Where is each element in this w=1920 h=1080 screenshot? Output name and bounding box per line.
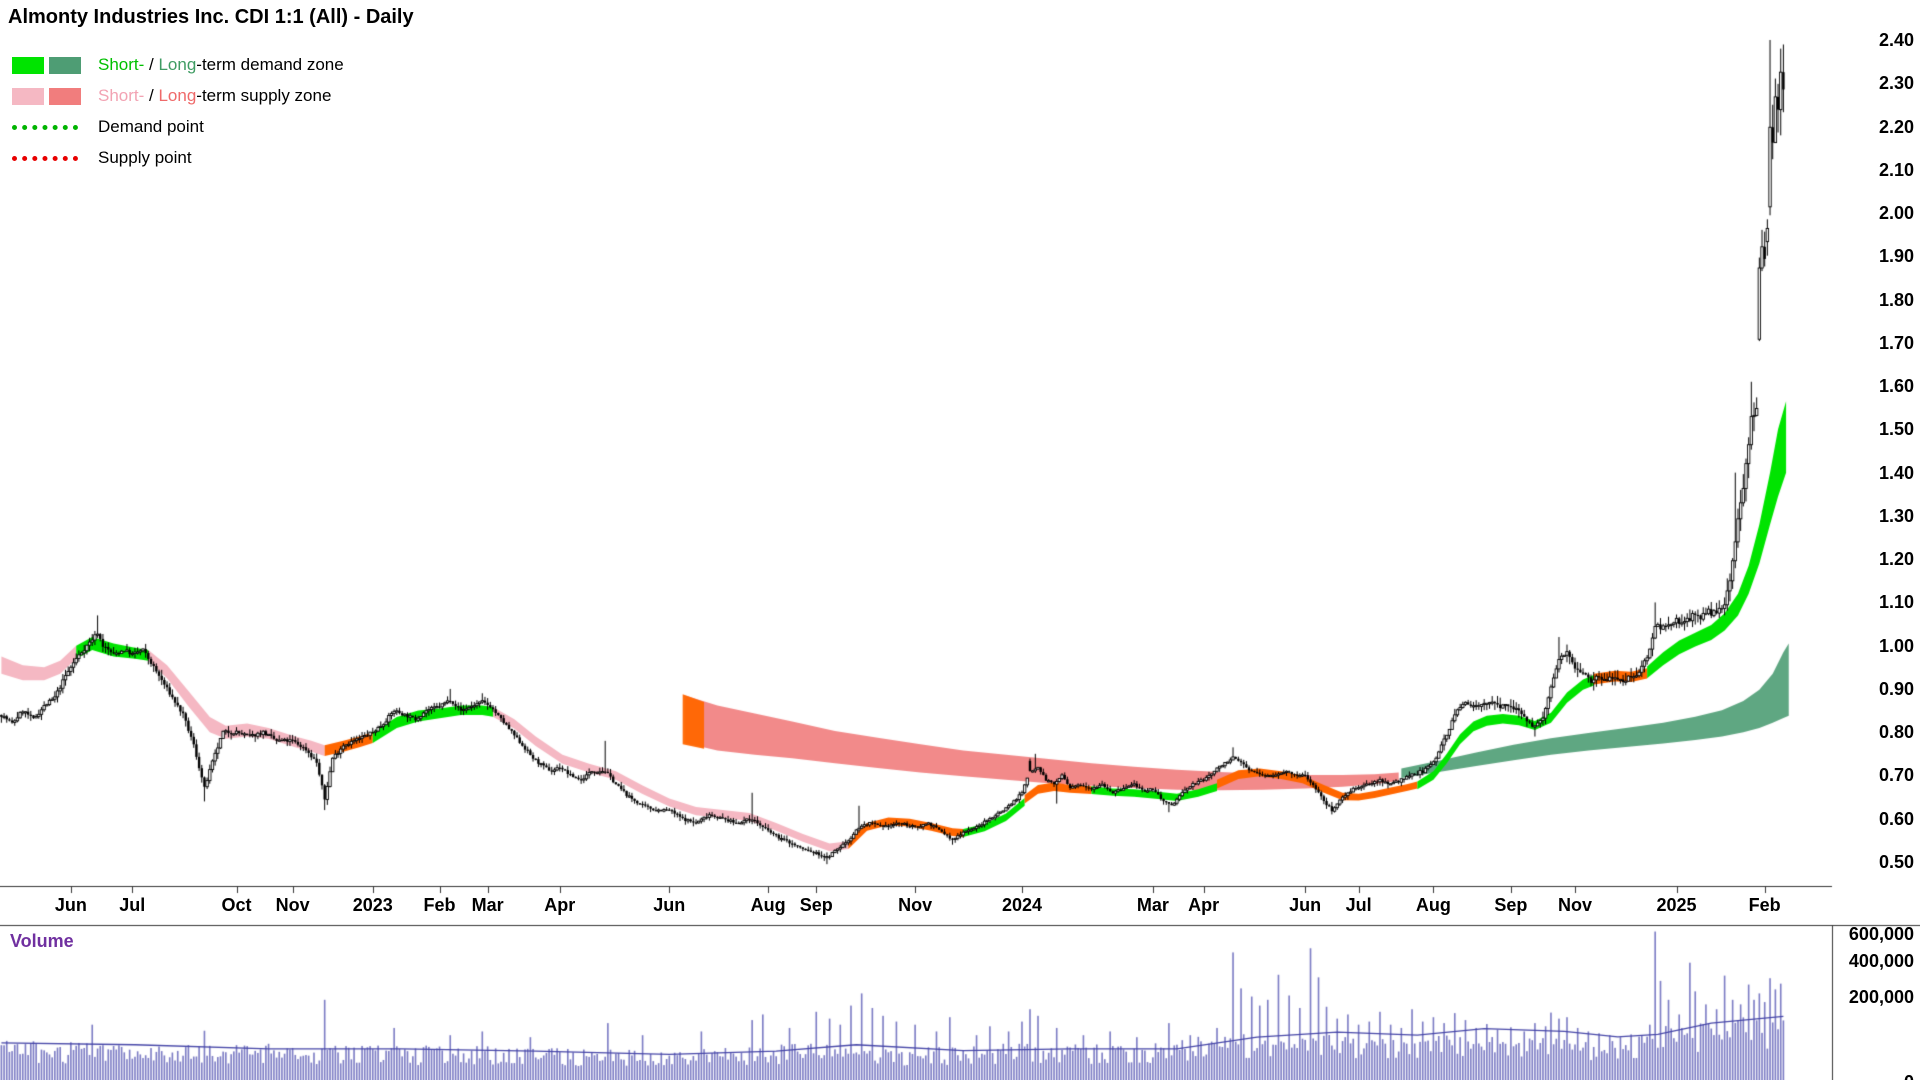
x-axis-label: 2025 — [1656, 895, 1697, 915]
price-axis-label: 2.30 — [1878, 73, 1914, 94]
long-term-zone-swatch — [49, 87, 81, 105]
price-axis-label: 2.10 — [1878, 159, 1914, 180]
price-axis-label: 1.60 — [1878, 376, 1914, 397]
x-axis-label: Jul — [119, 895, 146, 915]
long-term-zone-swatch — [49, 56, 81, 74]
x-axis-label: Jul — [1345, 895, 1372, 915]
price-axis-label: 0.60 — [1878, 808, 1914, 829]
legend-demand-zones: Short- / Long-term demand zone — [12, 52, 344, 78]
x-axis-label: 2023 — [352, 895, 393, 915]
x-axis-label: Jun — [653, 895, 686, 915]
legend-swatches — [12, 87, 86, 105]
x-axis-label: Apr — [544, 895, 576, 915]
price-axis-label: 1.40 — [1878, 462, 1914, 483]
x-axis-label: Jun — [1289, 895, 1322, 915]
legend-demand-point: Demand point — [12, 114, 344, 140]
x-axis-label: Oct — [221, 895, 252, 915]
legend: Short- / Long-term demand zone Short- / L… — [12, 52, 344, 176]
x-axis-label: Nov — [1557, 895, 1592, 915]
legend-supply-point: Supply point — [12, 145, 344, 171]
chart-title: Almonty Industries Inc. CDI 1:1 (All) - … — [8, 6, 414, 28]
x-axis-label: Jun — [54, 895, 87, 915]
price-axis-label: 0.50 — [1878, 852, 1914, 872]
x-axis-label: Nov — [275, 895, 310, 915]
volume-axis-label: 400,000 — [1848, 951, 1914, 972]
short-term-zone-swatch — [12, 87, 44, 105]
price-axis-label: 0.90 — [1878, 678, 1914, 699]
price-axis-label: 0.80 — [1878, 722, 1914, 743]
legend-label: Short- / Long-term supply zone — [98, 86, 332, 105]
price-axis-label: 1.50 — [1878, 419, 1914, 440]
legend-label: Supply point — [98, 148, 192, 167]
price-axis-label: 0.70 — [1878, 765, 1914, 786]
short-term-zone-swatch — [12, 56, 44, 74]
legend-swatches — [12, 56, 86, 74]
x-axis-label: Apr — [1188, 895, 1220, 915]
price-axis-label: 1.10 — [1878, 592, 1914, 613]
x-axis-label: Mar — [471, 895, 504, 915]
price-axis-label: 1.90 — [1878, 246, 1914, 267]
price-axis-label: 1.30 — [1878, 505, 1914, 526]
price-axis-label: 2.40 — [1878, 30, 1914, 50]
x-axis-label: Sep — [1494, 895, 1528, 915]
price-axis-label: 2.20 — [1878, 116, 1914, 137]
x-axis-label: Sep — [799, 895, 833, 915]
price-axis-label: 1.70 — [1878, 332, 1914, 353]
x-axis-label: Nov — [898, 895, 933, 915]
x-axis-label: Mar — [1136, 895, 1169, 915]
x-axis-label: Feb — [423, 895, 456, 915]
dotted-line-swatch — [12, 155, 78, 161]
price-axis-label: 1.00 — [1878, 635, 1914, 656]
x-axis-label: Feb — [1748, 895, 1781, 915]
x-axis-label: Aug — [750, 895, 786, 915]
x-axis-label: Aug — [1415, 895, 1451, 915]
x-axis-label: 2024 — [1001, 895, 1042, 915]
price-axis-label: 1.80 — [1878, 289, 1914, 310]
volume-axis-label: 600,000 — [1848, 924, 1914, 944]
volume-axis-label: 0 — [1840, 1071, 1914, 1080]
dotted-line-swatch — [12, 124, 78, 130]
price-axis-label: 1.20 — [1878, 549, 1914, 570]
price-axis-label: 2.00 — [1878, 203, 1914, 224]
volume-axis-label: 200,000 — [1848, 986, 1914, 1007]
volume-pane-label: Volume — [10, 931, 74, 951]
legend-label: Demand point — [98, 117, 204, 136]
legend-label: Short- / Long-term demand zone — [98, 55, 344, 74]
legend-supply-zones: Short- / Long-term supply zone — [12, 83, 344, 109]
